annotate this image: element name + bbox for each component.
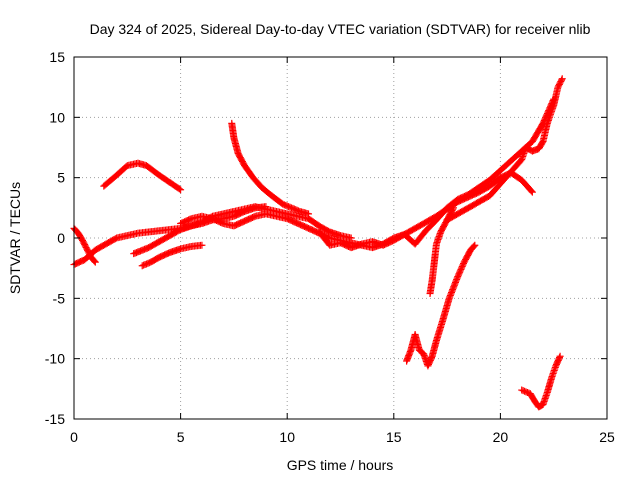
x-axis-label: GPS time / hours	[287, 457, 394, 473]
series-arc-5	[138, 241, 206, 270]
y-tick-label: 0	[57, 230, 65, 246]
data-point	[175, 185, 183, 193]
y-tick-label: -5	[53, 290, 66, 306]
x-tick-label: 10	[279, 429, 295, 445]
data-point	[449, 204, 457, 212]
x-tick-label: 5	[177, 429, 185, 445]
series-arc-8	[315, 95, 558, 252]
series-arc-7	[228, 119, 313, 218]
data-point	[556, 352, 564, 360]
y-tick-label: 10	[49, 109, 65, 125]
data-point	[528, 188, 536, 196]
y-tick-label: 15	[49, 49, 65, 65]
y-tick-label: -15	[45, 411, 65, 427]
series-arc-3	[70, 224, 99, 266]
x-tick-label: 25	[599, 429, 615, 445]
series-arc-12	[518, 352, 564, 411]
data-point	[555, 354, 563, 362]
axis-ticks: 0 5 10 15 20 25 -15 -10 -5 0 5 10 15	[45, 49, 615, 445]
data-point	[198, 241, 206, 249]
x-tick-label: 0	[70, 429, 78, 445]
chart-title: Day 324 of 2025, Sidereal Day-to-day VTE…	[90, 21, 591, 37]
data-point	[177, 186, 185, 194]
data-points	[70, 75, 566, 411]
y-tick-label: 5	[57, 170, 65, 186]
y-axis-label: SDTVAR / TECUs	[7, 182, 23, 294]
data-point	[470, 242, 478, 250]
series-arc-1	[100, 159, 185, 194]
data-point	[90, 257, 98, 265]
series-arc-9	[403, 241, 479, 370]
series-arc-11	[443, 75, 566, 224]
data-point	[449, 205, 457, 213]
data-point	[305, 210, 313, 218]
data-point	[471, 241, 479, 249]
data-point	[91, 258, 99, 266]
data-point	[527, 187, 535, 195]
data-point	[558, 75, 566, 83]
x-tick-label: 20	[493, 429, 509, 445]
y-tick-label: -10	[45, 351, 65, 367]
data-point	[558, 76, 566, 84]
x-tick-label: 15	[386, 429, 402, 445]
